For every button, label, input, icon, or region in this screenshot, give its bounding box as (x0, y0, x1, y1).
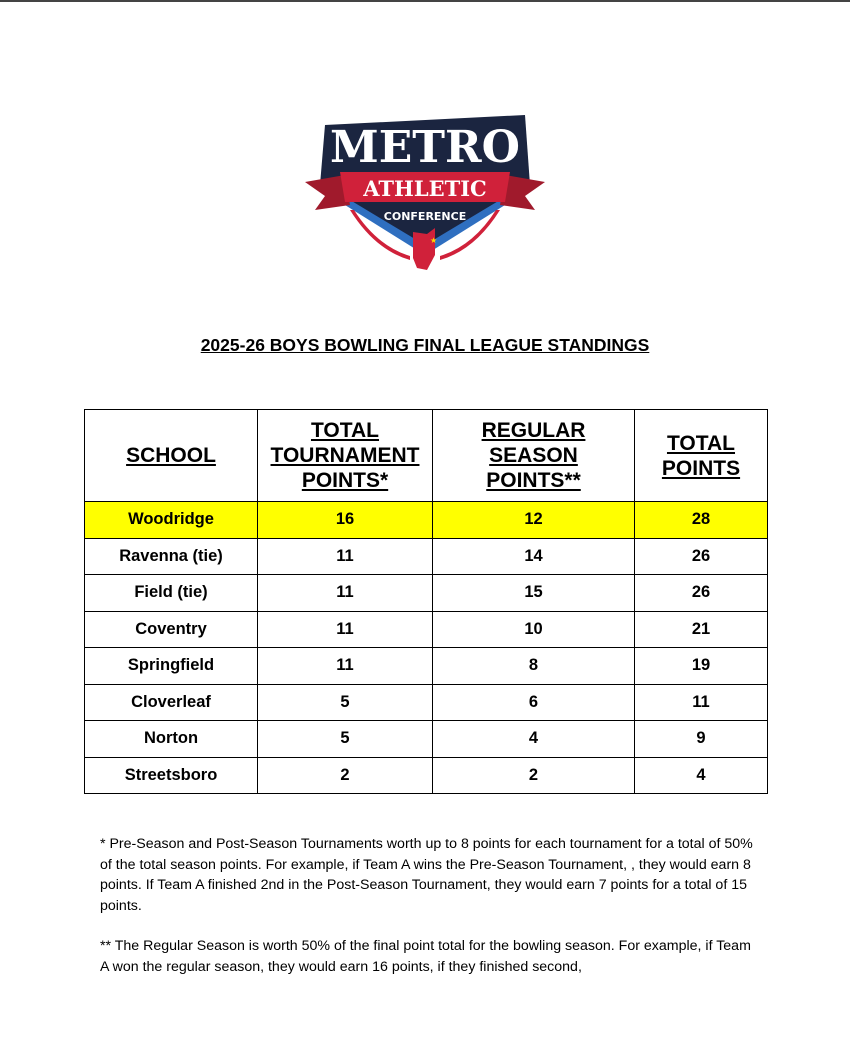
tournament-cell: 5 (257, 720, 433, 758)
regular-cell: 4 (432, 720, 635, 758)
svg-text:CONFERENCE: CONFERENCE (384, 210, 466, 223)
svg-text:ATHLETIC: ATHLETIC (362, 176, 487, 201)
tournament-cell: 16 (257, 501, 433, 539)
total-cell: 21 (634, 610, 768, 648)
total-cell: 26 (634, 537, 768, 575)
total-cell: 19 (634, 647, 768, 685)
regular-cell: 15 (432, 574, 635, 612)
column-header: TOTAL POINTS (634, 409, 768, 502)
school-cell: Springfield (84, 647, 258, 685)
table-row: Ravenna (tie) 11 14 26 (84, 537, 768, 575)
tournament-cell: 11 (257, 610, 433, 648)
column-header: TOTAL TOURNAMENT POINTS* (257, 409, 433, 502)
tournament-cell: 11 (257, 574, 433, 612)
header-line: REGULAR (481, 419, 586, 442)
total-cell: 11 (634, 683, 768, 721)
svg-text:METRO: METRO (330, 122, 520, 173)
tournament-cell: 11 (257, 647, 433, 685)
table-row: Springfield 11 8 19 (84, 647, 768, 685)
header-line: SEASON (489, 444, 578, 467)
page-title: 2025-26 BOYS BOWLING FINAL LEAGUE STANDI… (200, 335, 650, 355)
regular-cell: 14 (432, 537, 635, 575)
total-cell: 4 (634, 756, 768, 794)
regular-cell: 8 (432, 647, 635, 685)
standings-table: SCHOOL TOTAL TOURNAMENT POINTS* REGULAR SEASO… (84, 409, 768, 794)
regular-cell: 12 (432, 501, 635, 539)
header-line: POINTS* (301, 469, 389, 492)
table-row: Field (tie) 11 15 26 (84, 574, 768, 612)
table-row: Streetsboro 2 2 4 (84, 756, 768, 794)
total-cell: 26 (634, 574, 768, 612)
tournament-footnote: * Pre-Season and Post-Season Tournaments… (100, 836, 753, 914)
school-cell: Field (tie) (84, 574, 258, 612)
school-cell: Ravenna (tie) (84, 537, 258, 575)
header-line: SCHOOL (126, 444, 216, 467)
tournament-cell: 5 (257, 683, 433, 721)
school-cell: Cloverleaf (84, 683, 258, 721)
tournament-cell: 2 (257, 756, 433, 794)
school-cell: Streetsboro (84, 756, 258, 794)
regular-cell: 2 (432, 756, 635, 794)
header-line: POINTS (661, 456, 741, 480)
regular-season-footnote: ** The Regular Season is worth 50% of th… (100, 938, 751, 975)
school-cell: Woodridge (84, 501, 258, 539)
total-cell: 9 (634, 720, 768, 758)
svg-text:★: ★ (430, 236, 437, 245)
column-header: REGULAR SEASON POINTS** (432, 409, 635, 502)
table-row: Cloverleaf 5 6 11 (84, 683, 768, 721)
regular-cell: 6 (432, 683, 635, 721)
school-cell: Norton (84, 720, 258, 758)
school-cell: Coventry (84, 610, 258, 648)
header-line: TOTAL (666, 431, 736, 455)
metro-athletic-conference-logo: METRO ATHLETIC CONFERENCE ★ (305, 115, 545, 270)
header-line: TOURNAMENT (270, 444, 420, 467)
header-line: POINTS** (486, 469, 581, 492)
tournament-cell: 11 (257, 537, 433, 575)
table-row: Coventry 11 10 21 (84, 610, 768, 648)
regular-cell: 10 (432, 610, 635, 648)
table-row: Norton 5 4 9 (84, 720, 768, 758)
total-cell: 28 (634, 501, 768, 539)
header-line: TOTAL (310, 419, 380, 442)
table-row: Woodridge 16 12 28 (84, 501, 768, 539)
column-header: SCHOOL (84, 409, 258, 502)
